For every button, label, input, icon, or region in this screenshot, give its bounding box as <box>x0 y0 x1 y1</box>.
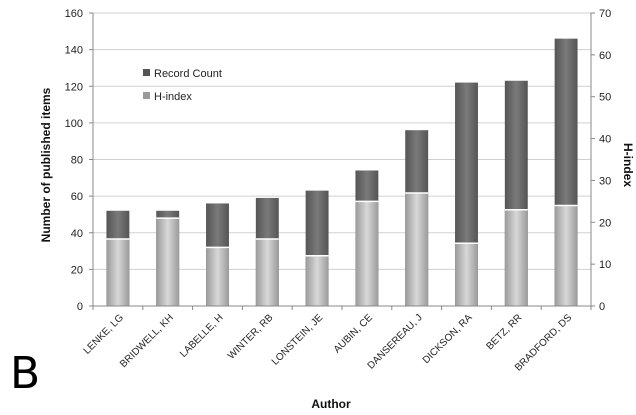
bar-h-index <box>305 255 329 306</box>
legend-swatch-h-index <box>143 92 150 99</box>
y2-tick-label: 10 <box>599 259 611 271</box>
legend-swatch-record-count <box>143 69 150 76</box>
bar-h-index <box>156 218 180 306</box>
bar-h-index <box>455 243 478 306</box>
bar-h-index <box>255 239 279 306</box>
y2-tick-label: 50 <box>599 92 611 104</box>
y-tick-label: 140 <box>65 45 83 57</box>
bar-h-index <box>554 205 578 306</box>
x-tick-label: DICKSON, RA <box>421 312 475 366</box>
y-tick-label: 0 <box>77 301 83 313</box>
bar-h-index <box>504 209 528 306</box>
y2-tick-label: 60 <box>599 50 611 62</box>
x-tick-label: BRIDWELL, KH <box>118 312 176 370</box>
x-tick-label: WINTER, RB <box>226 312 276 362</box>
legend: Record Count H-index <box>143 68 222 103</box>
y-tick-label: 40 <box>71 228 83 240</box>
y-tick-label: 20 <box>71 264 83 276</box>
y-axis-title: Number of published items <box>39 87 53 242</box>
x-tick-label: AUBIN, CE <box>332 312 375 355</box>
x-tick-label: BETZ, RR <box>484 312 524 352</box>
y-tick-label: 160 <box>65 8 83 20</box>
y2-tick-label: 40 <box>599 134 611 146</box>
y2-tick-label: 30 <box>599 175 611 187</box>
y-tick-label: 120 <box>65 81 83 93</box>
axes: 0 20 40 60 80 100 120 140 160 0 10 20 30 40 50 60 70 LENK… <box>65 8 612 374</box>
bar-h-index <box>405 192 429 306</box>
bar-h-index <box>106 239 130 306</box>
bar-h-index <box>355 201 379 306</box>
y2-tick-label: 20 <box>599 217 611 229</box>
x-axis-title: Author <box>311 397 351 411</box>
x-tick-label: LABELLE, H <box>178 312 225 359</box>
x-tick-label: LONSTEIN, JE <box>270 312 326 368</box>
legend-label-h-index: H-index <box>154 91 192 103</box>
bar-h-index <box>206 247 229 306</box>
bars <box>106 38 578 307</box>
x-tick-label: DANSEREAU, J <box>366 312 425 371</box>
panel-label: B <box>10 348 41 399</box>
y2-tick-label: 70 <box>599 8 611 20</box>
y2-axis-title: H-index <box>621 143 635 187</box>
y2-tick-label: 0 <box>599 301 605 313</box>
y-tick-label: 60 <box>71 191 83 203</box>
y-tick-label: 100 <box>65 118 83 130</box>
x-tick-label: LENKE, LG <box>82 312 126 356</box>
legend-label-record-count: Record Count <box>154 68 222 80</box>
y-tick-label: 80 <box>71 155 83 167</box>
